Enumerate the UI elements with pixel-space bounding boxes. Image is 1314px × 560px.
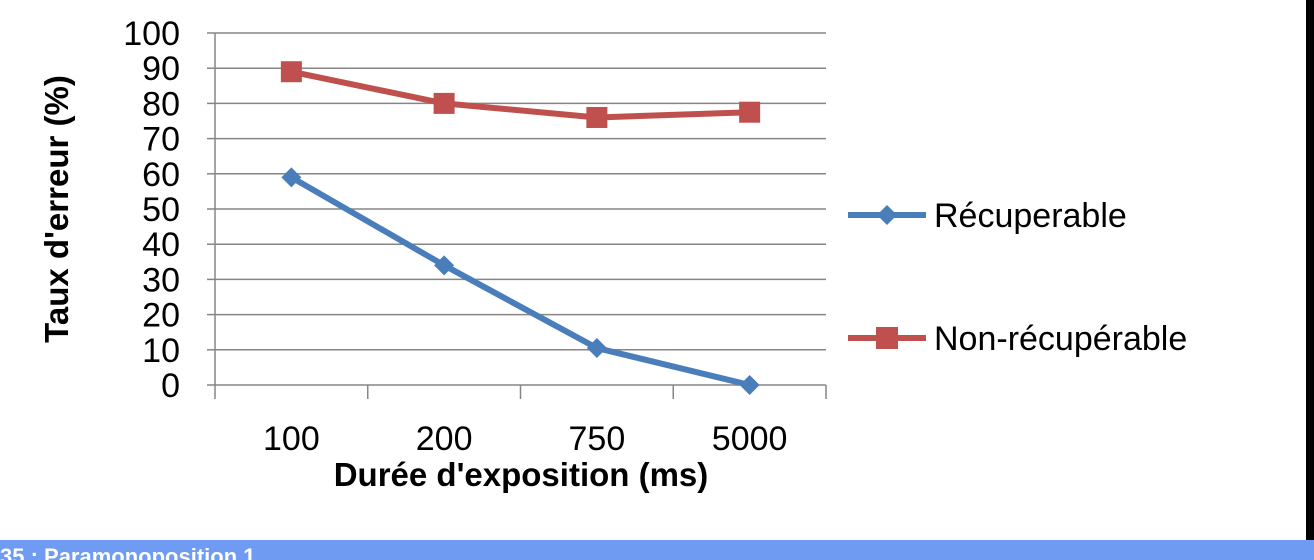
- y-tick-label: 10: [142, 332, 180, 370]
- x-tick-label: 200: [416, 420, 473, 458]
- y-tick-label: 20: [142, 297, 180, 335]
- data-point: [739, 101, 761, 123]
- data-point: [586, 106, 608, 128]
- data-point: [739, 375, 760, 395]
- legend-label: Non-récupérable: [934, 320, 1187, 358]
- y-tick-label: 60: [142, 156, 180, 194]
- x-axis-title: Durée d'exposition (ms): [334, 456, 709, 493]
- y-tick-label: 40: [142, 226, 180, 264]
- y-tick-label: 30: [142, 261, 180, 299]
- x-tick-labels: 100 200 750 5000: [263, 420, 787, 458]
- data-point: [586, 338, 607, 359]
- data-point: [433, 92, 455, 114]
- y-axis-title: Taux d'erreur (%): [38, 75, 75, 343]
- series-line-0: [289, 174, 751, 388]
- x-tick-label: 100: [263, 420, 320, 458]
- series-line-1: [290, 68, 750, 121]
- caption-bar: 35 : Paramonoposition 1: [0, 540, 1314, 560]
- y-tick-label: 0: [161, 367, 180, 405]
- y-tick-label: 50: [142, 191, 180, 229]
- y-tick-label: 100: [123, 15, 180, 53]
- caption-text: 35 : Paramonoposition 1: [0, 544, 256, 560]
- window-edge: [1306, 0, 1314, 540]
- y-tick-label: 80: [142, 85, 180, 123]
- data-point: [281, 167, 302, 188]
- x-tick-label: 5000: [712, 420, 788, 458]
- legend-marker: [877, 205, 897, 225]
- data-point: [434, 255, 455, 276]
- y-tick-label: 90: [142, 50, 180, 88]
- y-tick-label: 70: [142, 121, 180, 159]
- legend: Récuperable Non-récupérable: [848, 197, 1187, 358]
- series-group: [280, 61, 761, 395]
- axes: [207, 32, 827, 399]
- data-point: [280, 61, 302, 83]
- legend-marker: [876, 327, 898, 349]
- gridlines: [215, 32, 826, 351]
- x-tick-label: 750: [569, 420, 626, 458]
- legend-label: Récuperable: [934, 197, 1127, 235]
